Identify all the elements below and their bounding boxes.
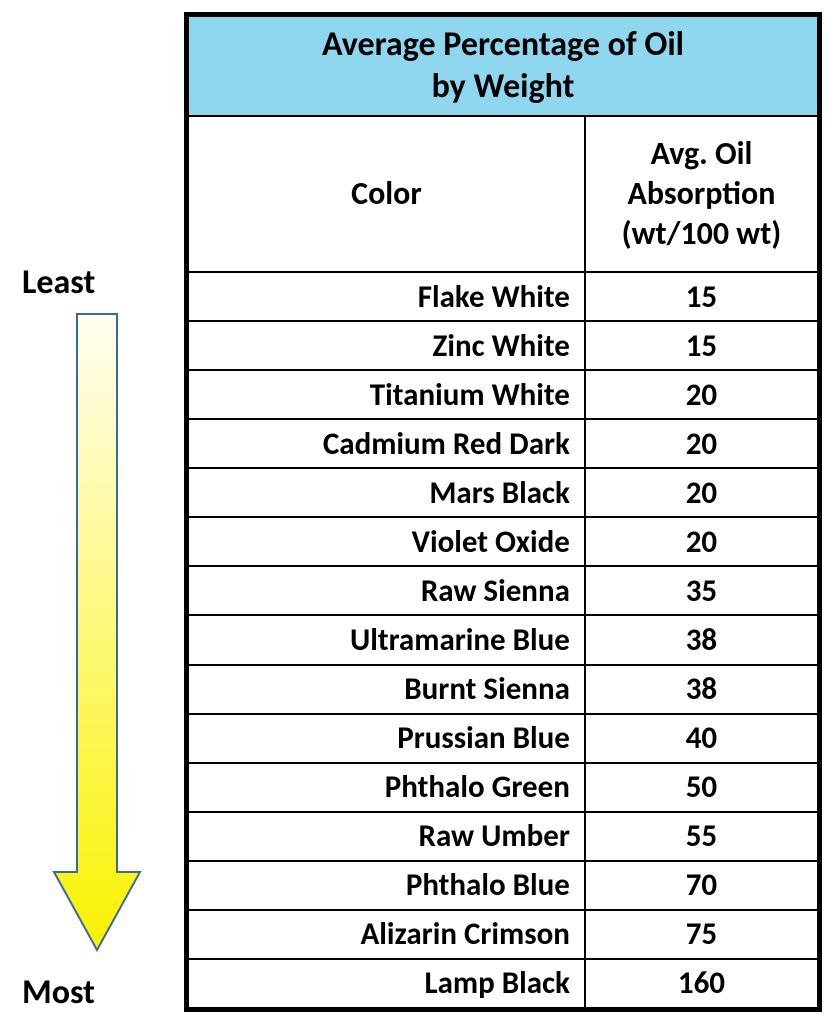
color-cell: Lamp Black	[188, 959, 585, 1008]
least-label: Least	[22, 262, 95, 303]
header-value: Avg. Oil Absorption (wt/100 wt)	[585, 116, 818, 272]
color-cell: Prussian Blue	[188, 714, 585, 763]
table-row: Lamp Black160	[188, 959, 818, 1008]
table-body: Flake White15Zinc White15Titanium White2…	[188, 272, 818, 1008]
table-row: Prussian Blue40	[188, 714, 818, 763]
value-cell: 20	[585, 419, 818, 468]
header-value-line1: Avg. Oil	[651, 134, 753, 173]
table-row: Titanium White20	[188, 370, 818, 419]
header-value-line2: Absorption	[627, 174, 775, 213]
color-cell: Phthalo Green	[188, 763, 585, 812]
color-cell: Violet Oxide	[188, 517, 585, 566]
table-row: Raw Umber55	[188, 812, 818, 861]
color-cell: Burnt Sienna	[188, 665, 585, 714]
table-row: Violet Oxide20	[188, 517, 818, 566]
value-cell: 20	[585, 370, 818, 419]
title-line2: by Weight	[432, 66, 575, 107]
color-cell: Flake White	[188, 272, 585, 321]
table-row: Phthalo Green50	[188, 763, 818, 812]
main-container: Least Most Average Percentage of Oil	[0, 0, 834, 1024]
color-cell: Alizarin Crimson	[188, 910, 585, 959]
table-row: Raw Sienna35	[188, 566, 818, 615]
table-title-row: Average Percentage of Oil by Weight	[188, 16, 818, 116]
table-row: Ultramarine Blue38	[188, 615, 818, 664]
value-cell: 20	[585, 517, 818, 566]
table-row: Cadmium Red Dark20	[188, 419, 818, 468]
table-row: Alizarin Crimson75	[188, 910, 818, 959]
down-arrow-icon	[52, 312, 142, 952]
value-cell: 15	[585, 272, 818, 321]
color-cell: Titanium White	[188, 370, 585, 419]
value-cell: 40	[585, 714, 818, 763]
color-cell: Ultramarine Blue	[188, 615, 585, 664]
value-cell: 70	[585, 861, 818, 910]
table-row: Zinc White15	[188, 321, 818, 370]
value-cell: 75	[585, 910, 818, 959]
table-row: Flake White15	[188, 272, 818, 321]
table-row: Burnt Sienna38	[188, 665, 818, 714]
oil-absorption-table: Average Percentage of Oil by Weight Colo…	[187, 15, 819, 1009]
table-title: Average Percentage of Oil by Weight	[188, 16, 818, 116]
value-cell: 38	[585, 615, 818, 664]
value-cell: 35	[585, 566, 818, 615]
value-cell: 55	[585, 812, 818, 861]
table-row: Phthalo Blue70	[188, 861, 818, 910]
color-cell: Zinc White	[188, 321, 585, 370]
header-value-line3: (wt/100 wt)	[622, 214, 782, 253]
value-cell: 50	[585, 763, 818, 812]
value-cell: 15	[585, 321, 818, 370]
header-color: Color	[188, 116, 585, 272]
left-panel: Least Most	[8, 12, 184, 1012]
color-cell: Cadmium Red Dark	[188, 419, 585, 468]
table-header-row: Color Avg. Oil Absorption (wt/100 wt)	[188, 116, 818, 272]
color-cell: Phthalo Blue	[188, 861, 585, 910]
table-row: Mars Black20	[188, 468, 818, 517]
table-wrapper: Average Percentage of Oil by Weight Colo…	[184, 12, 822, 1012]
color-cell: Raw Umber	[188, 812, 585, 861]
value-cell: 38	[585, 665, 818, 714]
most-label: Most	[22, 972, 95, 1013]
color-cell: Raw Sienna	[188, 566, 585, 615]
value-cell: 160	[585, 959, 818, 1008]
title-line1: Average Percentage of Oil	[322, 24, 684, 65]
value-cell: 20	[585, 468, 818, 517]
color-cell: Mars Black	[188, 468, 585, 517]
